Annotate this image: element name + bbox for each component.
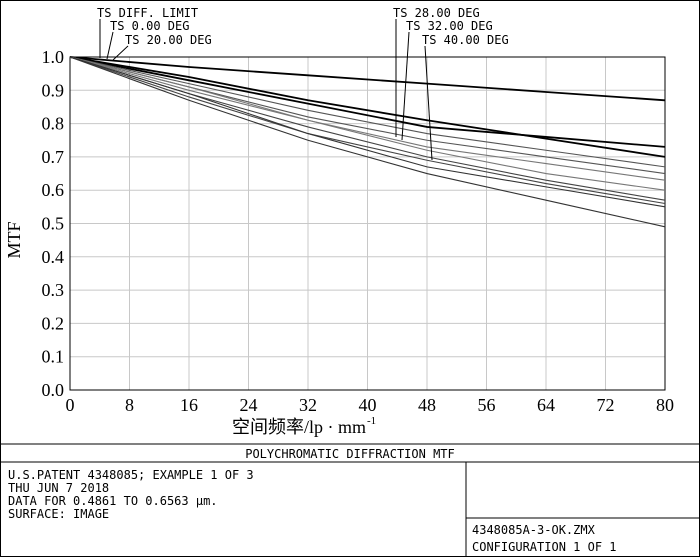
mtf-line xyxy=(69,56,666,148)
y-tick-label: 0.8 xyxy=(42,114,65,134)
x-tick-label: 40 xyxy=(359,395,377,415)
mtf-line xyxy=(69,56,666,168)
y-tick-label: 0.6 xyxy=(42,180,65,200)
y-tick-label: 0.9 xyxy=(42,80,65,100)
leader-line xyxy=(106,31,114,60)
y-axis-label: MTF xyxy=(4,221,24,258)
info: DATA FOR 0.4861 TO 0.6563 µm. xyxy=(8,494,218,508)
file-name: 4348085A-3-OK.ZMX xyxy=(472,523,596,537)
x-tick-label: 0 xyxy=(66,395,75,415)
x-tick-label: 72 xyxy=(597,395,615,415)
y-tick-label: 0.1 xyxy=(42,347,65,367)
legend-label: TS 0.00 DEG xyxy=(110,19,189,33)
leader-line xyxy=(401,31,410,141)
legend-label: TS DIFF. LIMIT xyxy=(97,6,198,20)
x-tick-label: 48 xyxy=(418,395,436,415)
chart-title: POLYCHROMATIC DIFFRACTION MTF xyxy=(245,447,455,461)
mtf-line xyxy=(69,56,666,191)
legend-label: TS 40.00 DEG xyxy=(422,33,509,47)
info: SURFACE: IMAGE xyxy=(8,507,109,521)
x-tick-label: 8 xyxy=(125,395,134,415)
x-tick-label: 64 xyxy=(537,395,555,415)
x-tick-label: 80 xyxy=(656,395,674,415)
y-tick-label: 0.2 xyxy=(42,313,65,333)
legend-label: TS 28.00 DEG xyxy=(393,6,480,20)
x-tick-label: 24 xyxy=(240,395,258,415)
info: THU JUN 7 2018 xyxy=(8,481,109,495)
mtf-line xyxy=(69,56,666,102)
mtf-line xyxy=(69,56,666,158)
y-tick-label: 0.3 xyxy=(42,280,65,300)
leader-line xyxy=(112,45,129,61)
y-tick-label: 0.4 xyxy=(42,247,65,267)
info: U.S.PATENT 4348085; EXAMPLE 1 OF 3 xyxy=(8,468,254,482)
x-axis-label-sup: -1 xyxy=(367,415,376,427)
x-tick-label: 32 xyxy=(299,395,317,415)
x-axis-label: 空间频率/lp · mm xyxy=(232,417,366,437)
y-tick-label: 0.5 xyxy=(42,214,65,234)
mtf-line xyxy=(69,56,666,181)
plot-frame xyxy=(69,56,666,391)
mtf-line xyxy=(69,56,666,205)
legend-label: TS 20.00 DEG xyxy=(125,33,212,47)
y-tick-label: 1.0 xyxy=(42,47,65,67)
y-tick-label: 0.7 xyxy=(42,147,65,167)
mtf-line xyxy=(69,56,666,228)
mtf-line xyxy=(69,56,666,208)
legend-label: TS 32.00 DEG xyxy=(406,19,493,33)
leader-line xyxy=(424,45,433,161)
x-tick-label: 56 xyxy=(478,395,496,415)
y-tick-label: 0.0 xyxy=(42,380,65,400)
x-tick-label: 16 xyxy=(180,395,198,415)
configuration: CONFIGURATION 1 OF 1 xyxy=(472,540,617,554)
